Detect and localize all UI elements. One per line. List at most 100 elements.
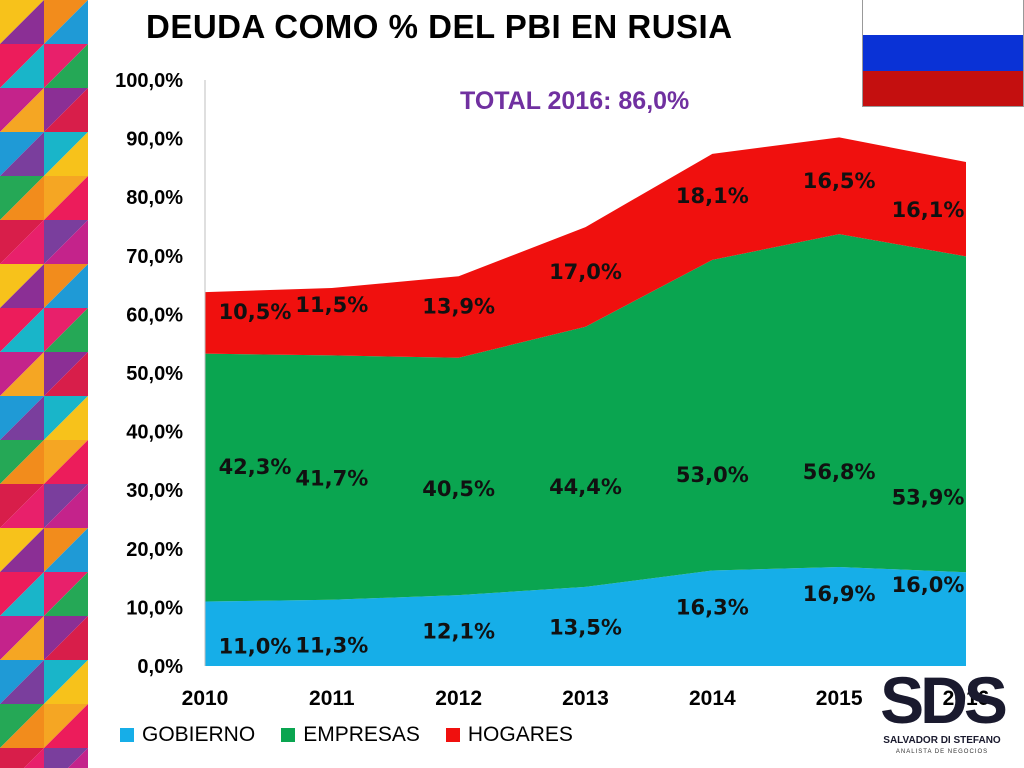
side-band-triangle xyxy=(68,748,88,768)
data-label-hogares: 10,5% xyxy=(219,300,292,324)
side-band-triangle xyxy=(44,308,88,352)
data-label-empresas: 56,8% xyxy=(803,460,876,484)
data-label-hogares: 13,9% xyxy=(422,294,495,318)
data-label-hogares: 18,1% xyxy=(676,184,749,208)
data-label-hogares: 16,1% xyxy=(892,198,965,222)
side-band-triangle xyxy=(44,176,88,220)
side-band-triangle xyxy=(0,572,44,616)
legend-label-hogares: HOGARES xyxy=(467,723,573,746)
area-layer xyxy=(205,137,966,666)
data-label-gobierno: 12,1% xyxy=(422,620,495,644)
russia-flag-icon xyxy=(863,0,1023,106)
x-tick-label: 2016 xyxy=(943,687,990,710)
chart-legend: GOBIERNO EMPRESAS HOGARES xyxy=(120,720,599,750)
side-band-triangle xyxy=(44,528,88,572)
y-tick-label: 40,0% xyxy=(126,422,183,444)
legend-item-gobierno: GOBIERNO xyxy=(120,723,255,747)
side-band-triangle xyxy=(44,396,88,440)
side-band-triangle xyxy=(44,352,88,396)
data-label-empresas: 40,5% xyxy=(422,477,495,501)
data-label-empresas: 41,7% xyxy=(295,467,368,491)
side-band-triangle xyxy=(44,132,88,176)
side-band-triangle xyxy=(44,660,88,704)
side-band-triangle xyxy=(44,264,88,308)
x-tick-label: 2010 xyxy=(182,687,229,710)
legend-label-gobierno: GOBIERNO xyxy=(142,723,256,746)
legend-item-hogares: HOGARES xyxy=(445,723,573,747)
side-band-triangle xyxy=(0,748,44,768)
y-tick-label: 10,0% xyxy=(126,597,183,619)
flag-red-stripe xyxy=(863,70,1023,106)
data-label-hogares: 17,0% xyxy=(549,260,622,284)
x-tick-label: 2015 xyxy=(816,687,863,710)
side-band-triangle xyxy=(0,396,44,440)
side-band-pattern xyxy=(0,0,88,768)
side-band-triangle xyxy=(0,616,44,660)
flag-blue-stripe xyxy=(863,35,1023,71)
side-band-triangle xyxy=(0,132,44,176)
data-label-empresas: 53,0% xyxy=(676,463,749,487)
data-label-gobierno: 13,5% xyxy=(549,615,622,639)
side-band-triangle xyxy=(44,220,88,264)
decorative-side-band xyxy=(0,0,88,768)
total-annotation: TOTAL 2016: 86,0% xyxy=(460,87,689,115)
legend-swatch-hogares xyxy=(445,728,460,742)
side-band-triangle xyxy=(44,748,88,768)
legend-swatch-gobierno xyxy=(120,728,134,742)
logo-name: SALVADOR DI STEFANO xyxy=(883,735,1001,746)
data-label-gobierno: 11,3% xyxy=(295,634,368,658)
sds-logo: SDS SALVADOR DI STEFANO ANALISTA DE NEGO… xyxy=(880,663,1008,765)
side-band-triangle xyxy=(0,352,44,396)
flag-white-stripe xyxy=(863,0,1023,36)
area-empresas xyxy=(205,234,966,602)
side-band-triangle xyxy=(0,88,44,132)
x-tick-labels: 2010 2011 2012 2013 2014 2015 2016 xyxy=(182,687,990,710)
side-band-triangle xyxy=(0,660,44,704)
side-band-triangle xyxy=(0,44,44,88)
y-tick-label: 0,0% xyxy=(137,656,183,678)
logo-mark: SDS xyxy=(880,663,1008,737)
side-band-triangle xyxy=(44,0,88,44)
side-band-triangle xyxy=(0,264,44,308)
data-label-gobierno: 16,9% xyxy=(803,582,876,606)
y-tick-label: 50,0% xyxy=(126,363,183,385)
side-band-triangle xyxy=(44,88,88,132)
data-label-gobierno: 11,0% xyxy=(219,634,292,658)
data-labels: 11,0% 11,3% 12,1% 13,5% 16,3% 16,9% 16,0% 42,3%… xyxy=(219,169,965,659)
side-band-triangle xyxy=(0,308,44,352)
data-label-hogares: 16,5% xyxy=(803,169,876,193)
data-label-gobierno: 16,0% xyxy=(892,573,965,597)
side-band-triangle xyxy=(44,484,88,528)
chart-title: DEUDA COMO % DEL PBI EN RUSIA xyxy=(146,8,733,45)
y-tick-label: 70,0% xyxy=(126,246,183,268)
side-band-triangle xyxy=(44,616,88,660)
x-tick-label: 2011 xyxy=(309,687,355,710)
x-tick-label: 2012 xyxy=(435,687,482,710)
logo-subtitle: ANALISTA DE NEGOCIOS xyxy=(895,749,989,755)
area-hogares xyxy=(205,137,966,358)
y-tick-label: 80,0% xyxy=(126,187,183,209)
y-tick-label: 30,0% xyxy=(126,480,183,502)
side-band-triangle xyxy=(44,704,88,748)
side-band-triangle xyxy=(44,572,88,616)
legend-swatch-empresas xyxy=(281,728,296,742)
side-band-triangle xyxy=(0,440,44,484)
data-label-hogares: 11,5% xyxy=(295,293,368,317)
data-label-empresas: 53,9% xyxy=(892,485,965,509)
y-tick-labels: 0,0% 10,0% 20,0% 30,0% 40,0% 50,0% 60,0% 70,0% 8… xyxy=(115,70,183,678)
side-band-triangle xyxy=(24,748,44,768)
side-band-triangle xyxy=(0,484,44,528)
data-label-empresas: 42,3% xyxy=(219,455,292,479)
area-gobierno xyxy=(205,566,966,666)
legend-item-empresas: EMPRESAS xyxy=(281,723,420,747)
side-band-triangle xyxy=(0,704,44,748)
x-tick-label: 2014 xyxy=(689,687,736,710)
data-label-empresas: 44,4% xyxy=(549,475,622,499)
side-band-triangle xyxy=(44,440,88,484)
data-label-gobierno: 16,3% xyxy=(676,596,749,620)
side-band-triangle xyxy=(0,528,44,572)
y-tick-label: 90,0% xyxy=(126,129,183,151)
y-tick-label: 20,0% xyxy=(126,539,183,561)
side-band-triangle xyxy=(0,0,44,44)
